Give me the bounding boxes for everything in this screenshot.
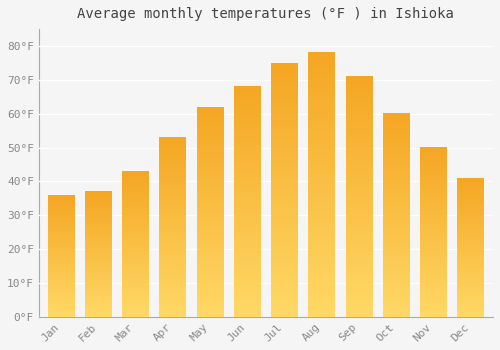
- Title: Average monthly temperatures (°F ) in Ishioka: Average monthly temperatures (°F ) in Is…: [78, 7, 454, 21]
